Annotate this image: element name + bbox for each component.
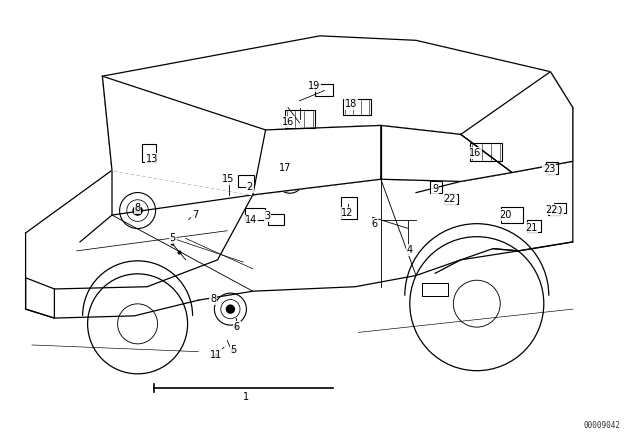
Text: 16: 16 (282, 117, 294, 127)
Bar (244, 208, 265, 220)
Polygon shape (253, 125, 381, 195)
Circle shape (133, 206, 142, 215)
Bar (546, 162, 557, 174)
Bar (470, 143, 502, 161)
Text: 8: 8 (210, 294, 216, 304)
Bar (316, 85, 333, 96)
Text: 9: 9 (432, 184, 438, 194)
Bar (554, 203, 566, 213)
Text: 7: 7 (192, 210, 198, 220)
Text: 3: 3 (264, 211, 271, 221)
Text: 20: 20 (499, 210, 512, 220)
Bar (142, 144, 156, 162)
Text: 5: 5 (230, 345, 237, 355)
Text: 00009042: 00009042 (584, 421, 621, 430)
Text: 17: 17 (278, 163, 291, 173)
Text: 22: 22 (444, 194, 456, 204)
Text: 10: 10 (550, 206, 563, 215)
Circle shape (287, 176, 293, 183)
Text: 2: 2 (246, 182, 253, 192)
Text: 22: 22 (545, 205, 558, 215)
Polygon shape (381, 125, 512, 181)
Text: 6: 6 (371, 219, 378, 229)
Text: 15: 15 (221, 174, 234, 184)
Polygon shape (26, 170, 253, 289)
Bar (285, 110, 314, 128)
Polygon shape (461, 72, 573, 172)
Text: 16: 16 (468, 148, 481, 158)
Polygon shape (102, 36, 573, 170)
Text: 11: 11 (210, 350, 223, 360)
Bar (239, 176, 255, 187)
Text: 4: 4 (406, 245, 413, 255)
Bar (343, 99, 371, 115)
Text: 21: 21 (525, 223, 538, 233)
Bar (341, 197, 357, 220)
Text: 5: 5 (170, 233, 176, 243)
Text: 19: 19 (307, 81, 320, 91)
Circle shape (227, 305, 234, 313)
Text: 18: 18 (344, 99, 357, 109)
Text: 23: 23 (543, 164, 556, 174)
Bar (269, 214, 285, 225)
Bar (527, 220, 541, 232)
Text: 14: 14 (245, 215, 258, 225)
Polygon shape (102, 76, 266, 195)
Text: 8: 8 (134, 203, 141, 213)
Bar (501, 207, 523, 223)
Bar (431, 181, 442, 193)
Text: 1: 1 (243, 392, 250, 402)
Bar (548, 207, 559, 215)
Text: 12: 12 (341, 208, 354, 218)
Bar (444, 194, 458, 204)
Text: 6: 6 (234, 322, 240, 332)
Text: 13: 13 (145, 154, 158, 164)
